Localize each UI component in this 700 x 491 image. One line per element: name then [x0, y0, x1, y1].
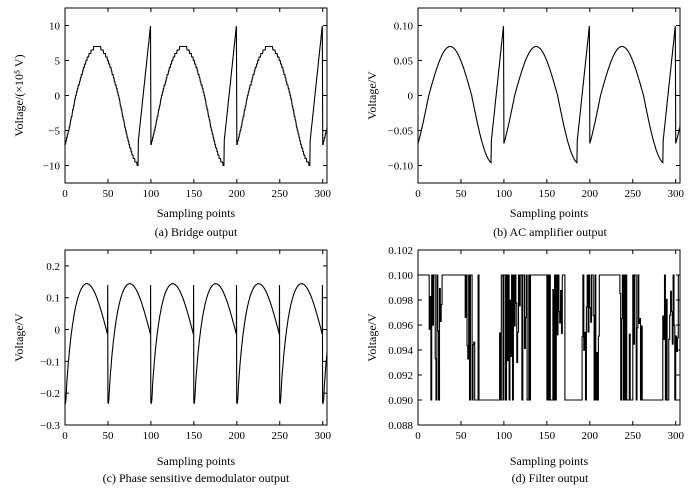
x-tick-label: 250	[625, 430, 642, 442]
y-axis-label: Voltage/(×10⁵ V)	[12, 54, 26, 136]
y-tick-label: −5	[48, 126, 60, 138]
y-tick-label: 0.102	[388, 245, 413, 257]
x-tick-label: 50	[455, 188, 467, 200]
panel-caption: (a) Bridge output	[155, 225, 238, 239]
chart-panel-b: 0 50 100 150 200 250 300 −0.10 −0.05 0 0.05 0.10 Sam…	[365, 7, 684, 239]
y-tick-label: 10	[49, 21, 61, 33]
x-tick-label: 0	[62, 188, 68, 200]
y-tick-label: 0.094	[388, 345, 413, 357]
x-tick-label: 100	[496, 430, 513, 442]
x-tick-label: 100	[496, 188, 513, 200]
x-tick-label: 100	[143, 188, 160, 200]
y-tick-label: −0.3	[40, 420, 60, 432]
y-axis-label: Voltage/V	[365, 313, 379, 362]
x-axis-label: Sampling points	[510, 454, 589, 468]
panel-caption: (d) Filter output	[512, 471, 589, 485]
x-tick-label: 100	[143, 430, 160, 442]
x-tick-label: 0	[415, 188, 421, 200]
x-tick-label: 300	[667, 430, 684, 442]
series-line	[64, 26, 328, 167]
x-tick-label: 250	[625, 188, 642, 200]
y-tick-label: −0.10	[388, 161, 414, 173]
y-tick-label: 0	[55, 91, 61, 103]
y-tick-label: −0.05	[388, 126, 414, 138]
chart-panel-a: 0 50 100 150 200 250 300 −10 −5 0 5 10 Sampling poin…	[12, 7, 331, 239]
x-tick-label: 250	[272, 430, 289, 442]
y-tick-label: 0	[408, 91, 414, 103]
y-tick-label: 0.098	[388, 295, 413, 307]
plot-frame	[64, 7, 328, 184]
x-tick-label: 250	[272, 188, 289, 200]
y-tick-label: 0.096	[388, 320, 413, 332]
y-tick-label: 0.088	[388, 420, 413, 432]
y-axis-label: Voltage/V	[365, 71, 379, 120]
x-tick-label: 50	[455, 430, 467, 442]
x-tick-label: 0	[62, 430, 68, 442]
y-tick-label: 0.1	[46, 293, 60, 305]
y-tick-label: 0.100	[388, 270, 413, 282]
y-tick-label: −0.2	[40, 388, 60, 400]
x-axis-label: Sampling points	[157, 206, 236, 220]
x-tick-label: 50	[102, 430, 114, 442]
series-line	[418, 274, 680, 401]
series-line	[417, 26, 681, 164]
plot-frame	[417, 7, 681, 184]
panel-caption: (c) Phase sensitive demodulator output	[103, 471, 290, 485]
x-tick-label: 50	[102, 188, 114, 200]
x-axis-label: Sampling points	[510, 206, 589, 220]
y-tick-label: 5	[55, 56, 61, 68]
y-axis-label: Voltage/V	[12, 313, 26, 362]
chart-panel-d: 0 50 100 150 200 250 300 0.088 0.090 0.092 0.094 0.…	[365, 245, 684, 485]
chart-panel-c: 0 50 100 150 200 250 300 −0.3 −0.2 −0.1 0 0.1 0.2 Sam…	[12, 249, 331, 485]
y-tick-label: 0.05	[394, 56, 414, 68]
y-tick-label: 0.10	[394, 21, 414, 33]
plot-frame	[417, 249, 681, 426]
panel-caption: (b) AC amplifier output	[493, 225, 607, 239]
y-tick-label: 0.2	[46, 261, 60, 273]
x-tick-label: 150	[186, 188, 203, 200]
x-tick-label: 300	[667, 188, 684, 200]
series-line	[64, 283, 328, 405]
x-tick-label: 0	[415, 430, 421, 442]
y-tick-label: 0.090	[388, 395, 413, 407]
x-tick-label: 300	[314, 188, 331, 200]
x-tick-label: 200	[582, 430, 599, 442]
x-tick-label: 150	[186, 430, 203, 442]
plot-frame	[64, 249, 328, 426]
x-axis-label: Sampling points	[157, 454, 236, 468]
x-tick-label: 150	[539, 188, 556, 200]
y-tick-label: −0.1	[40, 356, 60, 368]
y-tick-label: −10	[43, 161, 61, 173]
x-tick-label: 200	[229, 430, 246, 442]
y-tick-label: 0.092	[388, 370, 413, 382]
x-tick-label: 200	[229, 188, 246, 200]
x-tick-label: 150	[539, 430, 556, 442]
x-tick-label: 200	[582, 188, 599, 200]
x-tick-label: 300	[314, 430, 331, 442]
y-tick-label: 0	[55, 325, 61, 337]
